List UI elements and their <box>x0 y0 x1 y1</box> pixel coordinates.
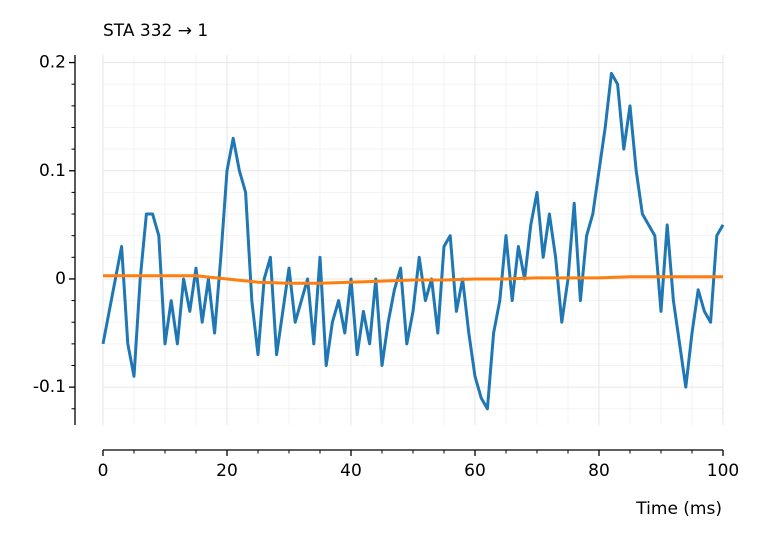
x-axis-label: Time (ms) <box>635 499 722 519</box>
x-tick-label: 80 <box>588 461 610 481</box>
x-tick-label: 40 <box>340 461 362 481</box>
x-tick-label: 0 <box>98 461 109 481</box>
y-tick-label: 0.1 <box>39 161 66 181</box>
y-tick-label: -0.1 <box>33 377 66 397</box>
line-series <box>103 274 723 285</box>
line-series <box>101 71 725 411</box>
x-tick-label: 100 <box>707 461 739 481</box>
y-tick-label: 0.2 <box>39 53 66 73</box>
chart-title: STA 332 → 1 <box>103 21 208 41</box>
x-tick-label: 20 <box>216 461 238 481</box>
x-tick-label: 60 <box>464 461 486 481</box>
y-tick-label: 0 <box>55 269 66 289</box>
